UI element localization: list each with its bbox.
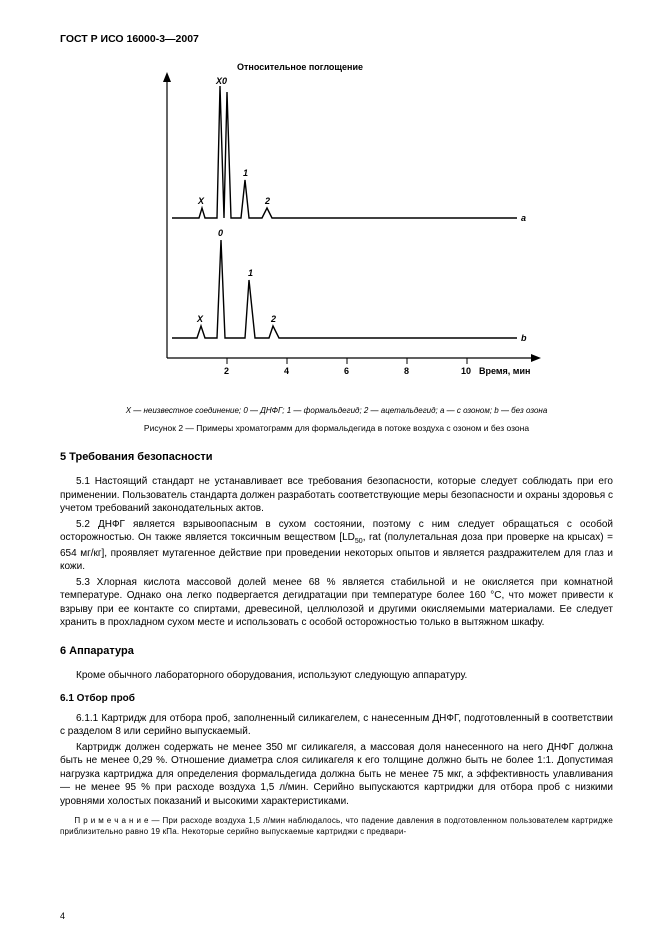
xtick-2: 2 (224, 366, 229, 376)
p-5-3: 5.3 Хлорная кислота массовой долей менее… (60, 576, 613, 630)
chromatogram-figure: Относительное поглощение 2 4 6 8 10 Врем… (117, 58, 557, 398)
section-5-body: 5.1 Настоящий стандарт не устанавливает … (60, 475, 613, 629)
label-0-b: 0 (218, 228, 223, 238)
label-x0-a: X0 (215, 76, 227, 86)
chromatogram-svg: Относительное поглощение 2 4 6 8 10 Врем… (117, 58, 557, 398)
label-2-b: 2 (270, 314, 276, 324)
p-5-1: 5.1 Настоящий стандарт не устанавливает … (60, 475, 613, 516)
label-x-b: X (196, 314, 204, 324)
xtick-6: 6 (344, 366, 349, 376)
trace-b (172, 240, 517, 338)
label-x-a: X (197, 196, 205, 206)
series-a-label: a (521, 213, 526, 223)
y-axis-label: Относительное поглощение (237, 62, 363, 72)
xtick-10: 10 (461, 366, 471, 376)
section-6-intro: Кроме обычного лабораторного оборудовани… (60, 669, 613, 683)
label-1-b: 1 (248, 268, 253, 278)
section-6-body: 6.1.1 Картридж для отбора проб, заполнен… (60, 712, 613, 809)
label-1-a: 1 (243, 168, 248, 178)
xtick-8: 8 (404, 366, 409, 376)
page-number: 4 (60, 910, 65, 922)
series-b-label: b (521, 333, 527, 343)
p-6-1-1: 6.1.1 Картридж для отбора проб, заполнен… (60, 712, 613, 739)
figure-caption: Рисунок 2 — Примеры хроматограмм для фор… (60, 423, 613, 434)
label-2-a: 2 (264, 196, 270, 206)
note-6: П р и м е ч а н и е — При расходе воздух… (60, 816, 613, 838)
p-6-1-1-cont: Картридж должен содержать не менее 350 м… (60, 741, 613, 809)
x-axis-label: Время, мин (479, 366, 530, 376)
section-6-title: 6 Аппаратура (60, 644, 613, 659)
section-5-title: 5 Требования безопасности (60, 450, 613, 465)
doc-header: ГОСТ Р ИСО 16000-3—2007 (60, 32, 613, 46)
xtick-4: 4 (284, 366, 289, 376)
chart-legend: X — неизвестное соединение; 0 — ДНФГ; 1 … (60, 406, 613, 417)
sub-6-1: 6.1 Отбор проб (60, 692, 613, 706)
p-5-2: 5.2 ДНФГ является взрывоопасным в сухом … (60, 518, 613, 574)
trace-a (172, 86, 517, 218)
